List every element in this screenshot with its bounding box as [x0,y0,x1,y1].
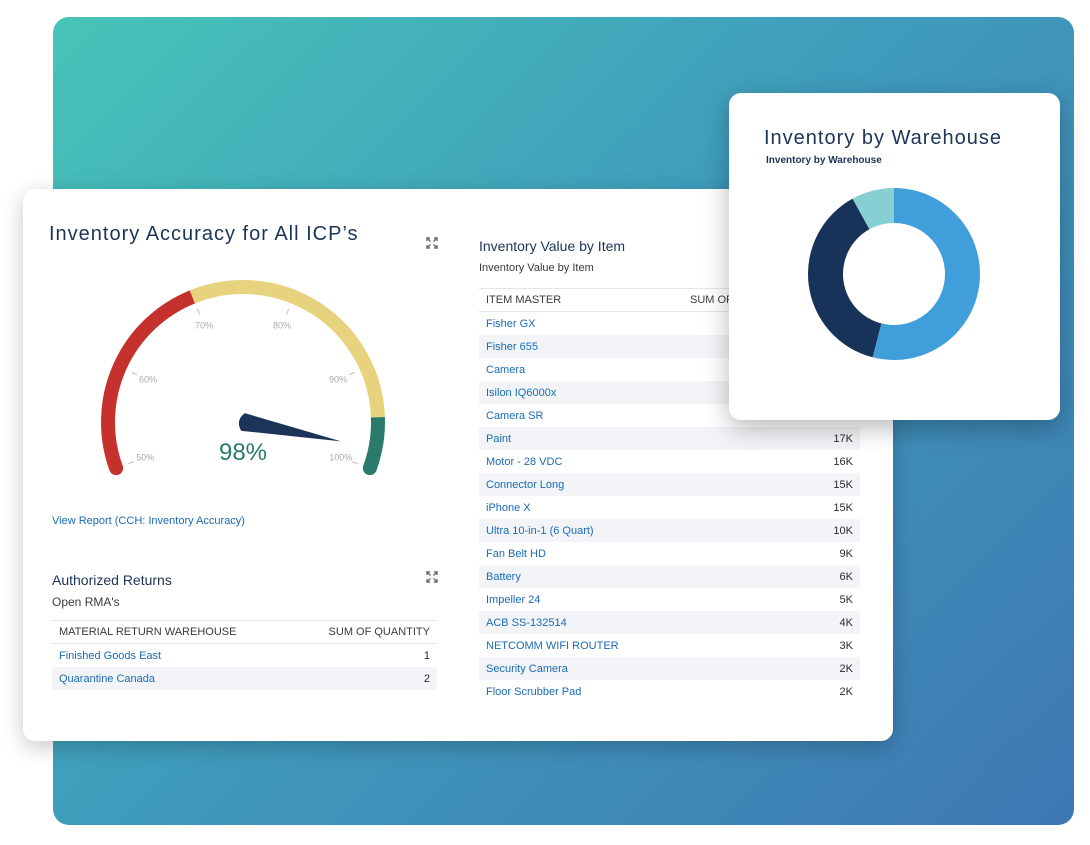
gauge-band-cap [362,461,377,476]
gauge-tick [128,461,135,465]
row-link[interactable]: Fisher 655 [479,335,683,358]
warehouse-chart-title: Inventory by Warehouse [764,127,1003,149]
row-link[interactable]: Quarantine Canada [52,667,293,690]
row-link[interactable]: Motor - 28 VDC [486,455,563,468]
table-row: Paint 17K [479,427,860,450]
row-link[interactable]: Battery [479,565,683,588]
returns-table: MATERIAL RETURN WAREHOUSE SUM OF QUANTIT… [52,620,437,690]
row-link[interactable]: Connector Long [479,473,683,496]
returns-subtitle: Open RMA's [52,595,120,609]
expand-icon[interactable] [426,237,438,249]
warehouse-chart-subtitle: Inventory by Warehouse [766,155,882,166]
row-value: 1 [423,649,430,662]
row-value: 9K [839,547,853,560]
row-value: 2K [839,685,853,698]
row-link[interactable]: NETCOMM WIFI ROUTER [486,639,619,652]
row-value: 15K [833,501,853,514]
table-row: Camera [479,358,860,381]
gauge-tick-label: 100% [329,453,352,463]
gauge-tick [131,371,138,376]
warehouse-chart-card: Inventory by Warehouse Inventory by Ware… [729,93,1060,420]
row-value: 16K [833,455,853,468]
gauge-band [363,417,385,471]
expand-icon[interactable] [426,571,438,583]
column-header[interactable]: MATERIAL RETURN WAREHOUSE [52,620,293,644]
row-link[interactable]: Ultra 10-in-1 (6 Quart) [479,519,683,542]
row-link[interactable]: Fisher GX [486,317,536,330]
donut-slice[interactable] [852,188,894,230]
row-link[interactable]: Security Camera [479,657,683,680]
value-by-item-table: ITEM MASTER SUM OF Fisher GX Fisher 655 Ca… [479,288,860,703]
table-row: Floor Scrubber Pad 2K [479,680,860,703]
row-link[interactable]: ACB SS-132514 [479,611,683,634]
row-link[interactable]: Paint [479,427,683,450]
row-value: 17K [683,427,860,450]
row-value: 2 [292,667,437,690]
gauge-tick-label: 90% [329,375,347,385]
table-row: Fan Belt HD 9K [479,542,860,565]
row-value: 15K [683,473,860,496]
row-value: 10K [683,519,860,542]
row-link[interactable]: Finished Goods East [59,649,162,662]
table-row: iPhone X 15K [479,496,860,519]
gauge-band-cap [109,461,124,476]
column-header[interactable]: ITEM MASTER [479,288,683,312]
table-row: Quarantine Canada 2 [52,667,437,690]
value-by-item-title: Inventory Value by Item [479,238,626,254]
table-row: Finished Goods East 1 [52,644,437,668]
row-link[interactable]: iPhone X [486,501,531,514]
row-value: 4K [683,611,860,634]
returns-title: Authorized Returns [52,572,172,588]
gauge-band [189,280,385,418]
table-row: Fisher GX [479,312,860,336]
table-row: Battery 6K [479,565,860,588]
donut-slice[interactable] [808,198,882,358]
gauge-tick-label: 70% [195,321,213,331]
row-link[interactable]: Camera [486,363,526,376]
gauge-tick-label: 60% [139,375,157,385]
donut-slice[interactable] [872,188,980,360]
table-row: NETCOMM WIFI ROUTER 3K [479,634,860,657]
row-link[interactable]: Fan Belt HD [486,547,546,560]
table-row: Camera SR [479,404,860,427]
row-link[interactable]: Floor Scrubber Pad [486,685,582,698]
row-link[interactable]: Impeller 24 [486,593,541,606]
value-by-item-subtitle: Inventory Value by Item [479,262,594,274]
gauge-tick-label: 50% [136,453,154,463]
row-link[interactable]: Camera SR [486,409,544,422]
table-row: Ultra 10-in-1 (6 Quart) 10K [479,519,860,542]
row-value: 2K [683,657,860,680]
row-value: 5K [839,593,853,606]
gauge-value: 98% [219,439,267,466]
gauge-tick [285,308,290,315]
table-row: ACB SS-132514 4K [479,611,860,634]
table-row: Impeller 24 5K [479,588,860,611]
row-value: 6K [683,565,860,588]
table-row: Security Camera 2K [479,657,860,680]
gauge-band [101,290,196,471]
gauge-tick [196,308,201,315]
view-report-link[interactable]: View Report (CCH: Inventory Accuracy) [52,515,245,527]
row-value: 3K [839,639,853,652]
gauge-tick-label: 80% [273,321,291,331]
gauge-needle [238,413,342,442]
gauge-tick [351,461,358,465]
column-header[interactable]: SUM OF QUANTITY [292,620,437,644]
warehouse-donut-chart [808,188,980,360]
gauge-title: Inventory Accuracy for All ICP’s [49,223,359,245]
table-row: Motor - 28 VDC 16K [479,450,860,473]
gauge-tick [348,371,355,376]
accuracy-gauge: 50% 60% 70% 80% 90% 100% 98% [101,280,385,476]
table-row: Connector Long 15K [479,473,860,496]
row-link[interactable]: Isilon IQ6000x [479,381,683,404]
